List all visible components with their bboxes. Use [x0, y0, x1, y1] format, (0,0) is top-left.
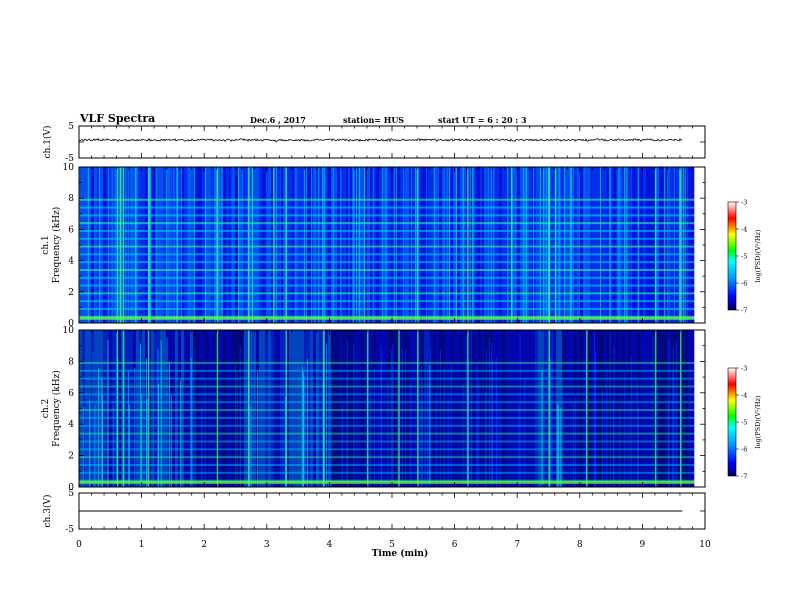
ch1-frequency-label: Frequency (kHz): [51, 207, 62, 284]
x-tick-label: 9: [640, 540, 646, 550]
colorbar-tick-label: -5: [741, 419, 747, 427]
x-tick-label: 4: [327, 540, 333, 550]
colorbar-tick-label: -3: [741, 199, 747, 207]
ch3-waveform-axes: [78, 492, 706, 530]
colorbar-tick-label: -7: [741, 473, 747, 481]
ch2-spectrogram: [79, 330, 705, 487]
y-tick-label: 10: [63, 163, 75, 173]
ch1-colorbar: [727, 201, 739, 311]
y-tick-label: 0: [68, 319, 74, 329]
colorbar-label: log(PSD)(V²/Hz): [754, 395, 762, 448]
x-tick-label: 3: [264, 540, 270, 550]
colorbar-tick-label: -4: [741, 226, 747, 234]
y-tick-label: 4: [68, 257, 74, 267]
y-tick-label: 5: [68, 122, 74, 132]
colorbar-tick-label: -7: [741, 307, 747, 315]
x-tick-label: 1: [139, 540, 145, 550]
colorbar-tick-label: -3: [741, 365, 747, 373]
x-tick-label: 8: [577, 540, 583, 550]
y-tick-label: 10: [63, 326, 75, 336]
colorbar-tick-label: -6: [741, 280, 747, 288]
colorbar-tick-label: -4: [741, 392, 747, 400]
x-tick-label: 6: [452, 540, 458, 550]
y-tick-label: -5: [65, 525, 74, 535]
ch1-waveform: [78, 137, 683, 143]
ch1-spectrogram-axes: [78, 166, 706, 324]
x-tick-label: 2: [201, 540, 207, 550]
ch2-frequency-label: Frequency (kHz): [51, 370, 62, 447]
y-tick-label: 2: [68, 288, 74, 298]
y-tick-label: 6: [68, 389, 74, 399]
y-tick-label: -5: [65, 154, 74, 164]
y-tick-label: 8: [68, 357, 74, 367]
x-tick-label: 0: [76, 540, 82, 550]
y-tick-label: 5: [68, 489, 74, 499]
ch1-channel-label: ch.1: [41, 235, 51, 254]
ch1-spectrogram: [79, 167, 705, 323]
chart-title: VLF Spectra: [80, 112, 156, 125]
colorbar-tick-label: -6: [741, 446, 747, 454]
y-tick-label: 2: [68, 452, 74, 462]
y-tick-label: 6: [68, 225, 74, 235]
date-label: Dec.6 , 2017: [250, 115, 306, 125]
start-ut-label: start UT = 6 : 20 : 3: [438, 115, 527, 125]
x-axis-label: Time (min): [372, 548, 429, 559]
colorbar-tick-label: -5: [741, 253, 747, 261]
ch2-channel-label: ch.2: [41, 399, 51, 418]
ch2-spectrogram-axes: [78, 329, 706, 488]
y-tick-label: 0: [68, 483, 74, 493]
x-tick-label: 10: [699, 540, 711, 550]
station-label: station= HUS: [343, 115, 405, 125]
x-tick-label: 7: [514, 540, 520, 550]
y-tick-label: 8: [68, 194, 74, 204]
ch1-voltage-label: ch.1(V): [42, 126, 53, 159]
ch3-voltage-label: ch.3(V): [42, 495, 53, 528]
colorbar-label: log(PSD)(V²/Hz): [754, 229, 762, 282]
x-tick-label: 5: [389, 540, 395, 550]
ch2-colorbar: [727, 367, 739, 477]
y-tick-label: 4: [68, 420, 74, 430]
ch1-waveform-axes: [78, 125, 706, 159]
